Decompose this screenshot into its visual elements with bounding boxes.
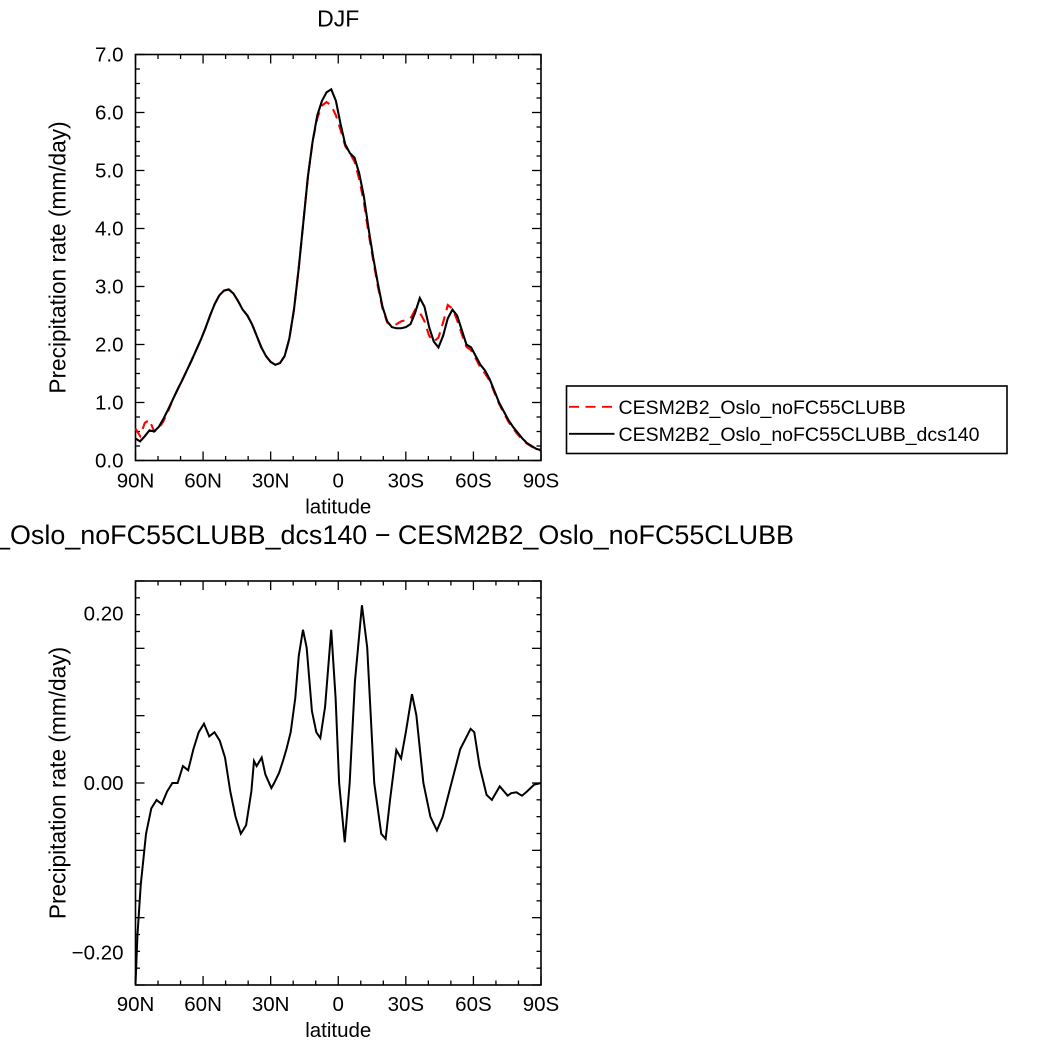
svg-text:60S: 60S — [455, 470, 491, 493]
svg-text:Precipitation rate (mm/day): Precipitation rate (mm/day) — [45, 647, 71, 919]
svg-text:30S: 30S — [388, 470, 424, 493]
svg-text:90N: 90N — [117, 470, 155, 493]
svg-text:4.0: 4.0 — [95, 218, 124, 241]
svg-text:latitude: latitude — [305, 1019, 371, 1042]
svg-text:60N: 60N — [184, 470, 222, 493]
svg-text:90S: 90S — [523, 993, 559, 1016]
svg-text:−0.20: −0.20 — [72, 941, 124, 964]
svg-text:0.20: 0.20 — [84, 603, 124, 626]
svg-text:5.0: 5.0 — [95, 160, 124, 183]
svg-text:2.0: 2.0 — [95, 334, 124, 357]
svg-text:0.00: 0.00 — [84, 772, 124, 795]
svg-text:Precipitation rate (mm/day): Precipitation rate (mm/day) — [45, 121, 71, 393]
svg-text:CESM2B2_Oslo_noFC55CLUBB_dcs14: CESM2B2_Oslo_noFC55CLUBB_dcs140 − CESM2B… — [0, 520, 794, 550]
svg-text:1.0: 1.0 — [95, 392, 124, 415]
svg-text:30S: 30S — [388, 993, 424, 1016]
svg-text:0.0: 0.0 — [95, 450, 124, 473]
svg-text:60S: 60S — [455, 993, 491, 1016]
svg-text:30N: 30N — [252, 470, 290, 493]
svg-text:7.0: 7.0 — [95, 44, 124, 67]
svg-text:DJF: DJF — [317, 6, 359, 32]
svg-text:30N: 30N — [252, 993, 290, 1016]
svg-text:90S: 90S — [523, 470, 559, 493]
svg-text:3.0: 3.0 — [95, 276, 124, 299]
svg-text:90N: 90N — [117, 993, 155, 1016]
svg-text:0: 0 — [333, 470, 344, 493]
svg-text:60N: 60N — [184, 993, 222, 1016]
svg-text:CESM2B2_Oslo_noFC55CLUBB: CESM2B2_Oslo_noFC55CLUBB — [619, 397, 906, 419]
svg-text:6.0: 6.0 — [95, 102, 124, 125]
svg-text:CESM2B2_Oslo_noFC55CLUBB_dcs14: CESM2B2_Oslo_noFC55CLUBB_dcs140 — [619, 424, 980, 446]
svg-text:0: 0 — [333, 993, 344, 1016]
svg-text:latitude: latitude — [305, 496, 371, 519]
